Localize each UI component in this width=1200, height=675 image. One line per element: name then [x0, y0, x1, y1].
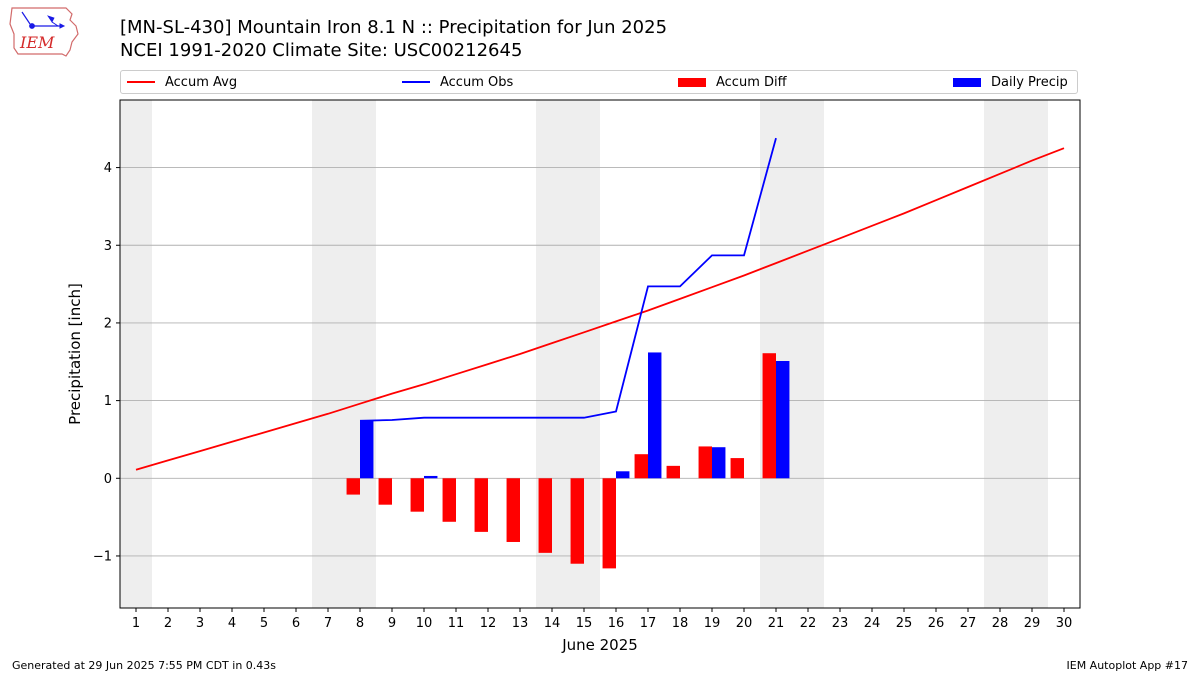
accum-diff-bar-day-17 [634, 454, 648, 479]
legend-label-daily-precip: Daily Precip [991, 74, 1068, 90]
x-tick-label: 8 [356, 616, 364, 631]
weekend-band-day-21 [760, 100, 792, 608]
accum-avg-line [135, 147, 1065, 471]
accum-diff-bar-day-19 [698, 446, 712, 479]
y-tick-label: −1 [93, 549, 112, 564]
x-tick-label: 29 [1024, 616, 1041, 631]
x-tick-label: 25 [896, 616, 913, 631]
daily-precip-bar-day-21 [776, 360, 790, 479]
weekend-band-day-1 [120, 100, 152, 608]
legend-swatch-daily-precip [953, 77, 981, 87]
y-tick-label: 0 [104, 472, 112, 487]
weekend-shading [120, 100, 1048, 608]
legend-label-accum-avg: Accum Avg [165, 74, 238, 90]
weather-station-icon [21, 11, 66, 29]
x-tick-label: 23 [832, 616, 849, 631]
legend-swatch-accum-diff [678, 77, 706, 87]
x-tick-label: 3 [196, 616, 204, 631]
chart-title: [MN-SL-430] Mountain Iron 8.1 N :: Preci… [120, 17, 668, 38]
x-tick-label: 11 [448, 616, 465, 631]
weekend-band-day-29 [1016, 100, 1048, 608]
x-tick-label: 19 [704, 616, 721, 631]
accum-obs-line [359, 137, 777, 422]
legend-swatch-accum-obs [402, 81, 430, 83]
x-tick-label: 26 [928, 616, 945, 631]
plot-frame [119, 99, 1081, 609]
line-series [135, 137, 1065, 471]
x-tick-label: 18 [672, 616, 689, 631]
iem-logo: IEM [9, 7, 79, 57]
x-tick-label: 7 [324, 616, 332, 631]
accum-diff-bar-day-20 [730, 458, 744, 479]
logo-text: IEM [19, 33, 55, 52]
x-tick-label: 13 [512, 616, 529, 631]
x-tick-label: 24 [864, 616, 881, 631]
weekend-band-day-7 [312, 100, 344, 608]
x-tick-label: 16 [608, 616, 625, 631]
iowa-outline-icon [9, 7, 79, 57]
daily-precip-bar-day-17 [648, 352, 662, 479]
footer-generated-text: Generated at 29 Jun 2025 7:55 PM CDT in … [12, 659, 277, 672]
x-tick-label: 2 [164, 616, 172, 631]
y-axis-label: Precipitation [inch] [66, 283, 84, 425]
daily-precip-bar-day-10 [424, 475, 438, 479]
weekend-band-day-22 [792, 100, 824, 608]
x-axis-label: June 2025 [561, 636, 638, 654]
accum-diff-bar-day-8 [346, 478, 360, 495]
legend-item-accum-diff: Accum Diff [678, 71, 787, 93]
x-tick-label: 15 [576, 616, 593, 631]
x-tick-label: 6 [292, 616, 300, 631]
legend-label-accum-diff: Accum Diff [716, 74, 787, 90]
y-tick-label: 4 [104, 161, 112, 176]
daily-precip-bar-day-8 [360, 420, 374, 479]
y-tick-label: 1 [104, 394, 112, 409]
x-tick-label: 17 [640, 616, 657, 631]
x-tick-label: 30 [1056, 616, 1073, 631]
x-tick-label: 21 [768, 616, 785, 631]
legend-swatch-accum-avg [127, 81, 155, 83]
accum-diff-bar-day-14 [538, 478, 552, 553]
weekend-band-day-8 [344, 100, 376, 608]
accum-diff-bar-day-10 [410, 478, 424, 512]
x-axis-ticks: 1 2 3 4 5 6 7 8 9 10 11 12 13 14 15 16 17 18 19 20 21 22 23 24 2… [132, 608, 1072, 631]
x-tick-label: 1 [132, 616, 140, 631]
y-gridlines [120, 167, 1080, 557]
accum-diff-bar-day-11 [442, 478, 456, 522]
chart-subtitle: NCEI 1991-2020 Climate Site: USC00212645 [120, 40, 523, 61]
x-tick-label: 4 [228, 616, 236, 631]
weekend-band-day-15 [568, 100, 600, 608]
legend-item-accum-obs: Accum Obs [402, 71, 513, 93]
x-tick-label: 27 [960, 616, 977, 631]
legend-item-daily-precip: Daily Precip [953, 71, 1068, 93]
accum-diff-bar-day-16 [602, 478, 616, 569]
y-tick-label: 2 [104, 316, 112, 331]
daily-precip-bar-day-16 [616, 471, 630, 479]
weekend-band-day-28 [984, 100, 1016, 608]
y-axis-ticks: −1 0 1 2 3 4 [93, 161, 120, 564]
bar-series [346, 352, 790, 569]
x-tick-label: 28 [992, 616, 1009, 631]
legend-label-accum-obs: Accum Obs [440, 74, 514, 90]
legend: Accum Avg Accum Obs Accum Diff Daily Pre… [120, 70, 1078, 94]
x-tick-label: 22 [800, 616, 817, 631]
daily-precip-bar-day-19 [712, 447, 726, 479]
accum-diff-bar-day-15 [570, 478, 584, 564]
x-tick-label: 12 [480, 616, 497, 631]
x-tick-label: 5 [260, 616, 268, 631]
x-tick-label: 9 [388, 616, 396, 631]
accum-diff-bar-day-12 [474, 478, 488, 532]
accum-diff-bar-day-21 [762, 353, 776, 479]
accum-diff-bar-day-18 [666, 465, 680, 479]
x-tick-label: 20 [736, 616, 753, 631]
y-tick-label: 3 [104, 239, 112, 254]
weekend-band-day-14 [536, 100, 568, 608]
accum-diff-bar-day-13 [506, 478, 520, 542]
footer-app-text: IEM Autoplot App #17 [1066, 659, 1189, 672]
legend-item-accum-avg: Accum Avg [127, 71, 237, 93]
x-tick-label: 14 [544, 616, 561, 631]
x-tick-label: 10 [416, 616, 433, 631]
accum-diff-bar-day-9 [378, 478, 392, 505]
